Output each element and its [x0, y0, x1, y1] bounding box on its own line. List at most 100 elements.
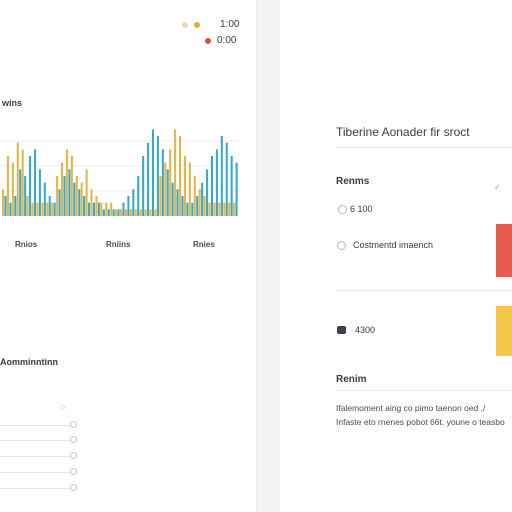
- bar: [230, 156, 233, 216]
- bar: [154, 209, 157, 216]
- bar: [56, 176, 59, 216]
- bar: [31, 202, 34, 216]
- bar: [43, 182, 46, 216]
- bar: [198, 189, 201, 216]
- red-swatch[interactable]: [496, 224, 512, 277]
- bar: [41, 202, 44, 216]
- bar: [46, 202, 49, 216]
- bar: [80, 182, 83, 216]
- slider-track[interactable]: [0, 440, 72, 441]
- bar: [38, 169, 41, 216]
- slider-knob[interactable]: [70, 468, 77, 475]
- radio-option-1[interactable]: [338, 205, 347, 214]
- slider-knob[interactable]: [70, 421, 77, 428]
- bar: [4, 196, 7, 216]
- slider-knob[interactable]: [70, 436, 77, 443]
- bar: [179, 136, 182, 216]
- group-label: Renim: [336, 374, 367, 385]
- bar: [100, 202, 103, 216]
- bar: [181, 196, 184, 216]
- bar: [218, 202, 221, 216]
- bar: [134, 209, 137, 216]
- bar: [159, 176, 162, 216]
- bar-chart: [0, 112, 240, 218]
- bar: [65, 149, 68, 216]
- slider-track[interactable]: [0, 488, 72, 489]
- bar: [102, 209, 105, 216]
- bar: [2, 189, 5, 216]
- slider-track[interactable]: [0, 472, 72, 473]
- bar: [29, 156, 32, 216]
- bar: [19, 169, 22, 216]
- bar: [183, 156, 186, 216]
- bar: [142, 156, 145, 216]
- bar: [201, 182, 204, 216]
- bar: [235, 162, 238, 216]
- bar: [208, 202, 211, 216]
- x-axis-label: Rnios: [15, 240, 38, 249]
- bar: [97, 202, 100, 216]
- bar: [78, 189, 81, 216]
- bar: [193, 176, 196, 216]
- option-label: 4300: [355, 325, 376, 335]
- slider-track[interactable]: [0, 456, 72, 457]
- bar: [110, 202, 113, 216]
- bar: [92, 202, 96, 216]
- slider-knob[interactable]: [70, 452, 77, 459]
- bar: [156, 136, 159, 216]
- divider: [336, 290, 512, 291]
- x-axis-label: Rnies: [193, 240, 215, 249]
- bar: [95, 196, 98, 216]
- option-label: Costmentd imaench: [353, 240, 434, 250]
- bar: [223, 202, 226, 216]
- legend-item-2: 0:00: [205, 35, 236, 46]
- bar: [132, 189, 135, 216]
- bar: [63, 176, 66, 216]
- bar: [210, 156, 214, 216]
- legend-dot-icon: [194, 21, 200, 28]
- bar: [68, 169, 71, 216]
- divider: [336, 147, 512, 148]
- bar: [88, 202, 91, 216]
- slider-knob[interactable]: [70, 484, 77, 491]
- bar: [129, 209, 132, 216]
- bar: [169, 149, 172, 216]
- bar: [73, 182, 76, 216]
- bar: [75, 176, 78, 216]
- yellow-swatch[interactable]: [496, 306, 512, 356]
- slider-top-knob[interactable]: [60, 405, 65, 410]
- option-label: 6 100: [350, 204, 373, 214]
- bar: [228, 202, 231, 216]
- divider: [336, 390, 512, 391]
- bar: [83, 196, 86, 216]
- bar: [112, 209, 115, 216]
- bar: [137, 176, 140, 216]
- group-label: Renms: [336, 176, 370, 187]
- bar: [24, 176, 27, 216]
- bar: [161, 149, 164, 216]
- bar: [70, 156, 73, 216]
- bar: [149, 209, 152, 216]
- bar: [33, 149, 37, 216]
- bar: [124, 209, 127, 216]
- bar: [58, 189, 61, 216]
- bar: [171, 182, 174, 216]
- bar: [203, 196, 206, 216]
- checkbox-toggle[interactable]: [337, 326, 346, 334]
- panel-title: Tiberine Aonader fir sroct: [336, 125, 470, 139]
- radio-option-2[interactable]: [337, 241, 346, 250]
- leaf-icon: ✓: [494, 183, 501, 192]
- bar: [176, 189, 179, 216]
- bar: [225, 142, 228, 216]
- bar: [11, 162, 14, 216]
- bar-chart-svg: [0, 129, 240, 216]
- bar: [85, 169, 88, 216]
- legend-label: 0:00: [217, 35, 237, 46]
- bar: [127, 196, 130, 216]
- bar: [122, 202, 125, 216]
- bar: [188, 162, 191, 216]
- bar: [105, 202, 108, 216]
- slider-track[interactable]: [0, 425, 72, 426]
- bar: [14, 196, 17, 216]
